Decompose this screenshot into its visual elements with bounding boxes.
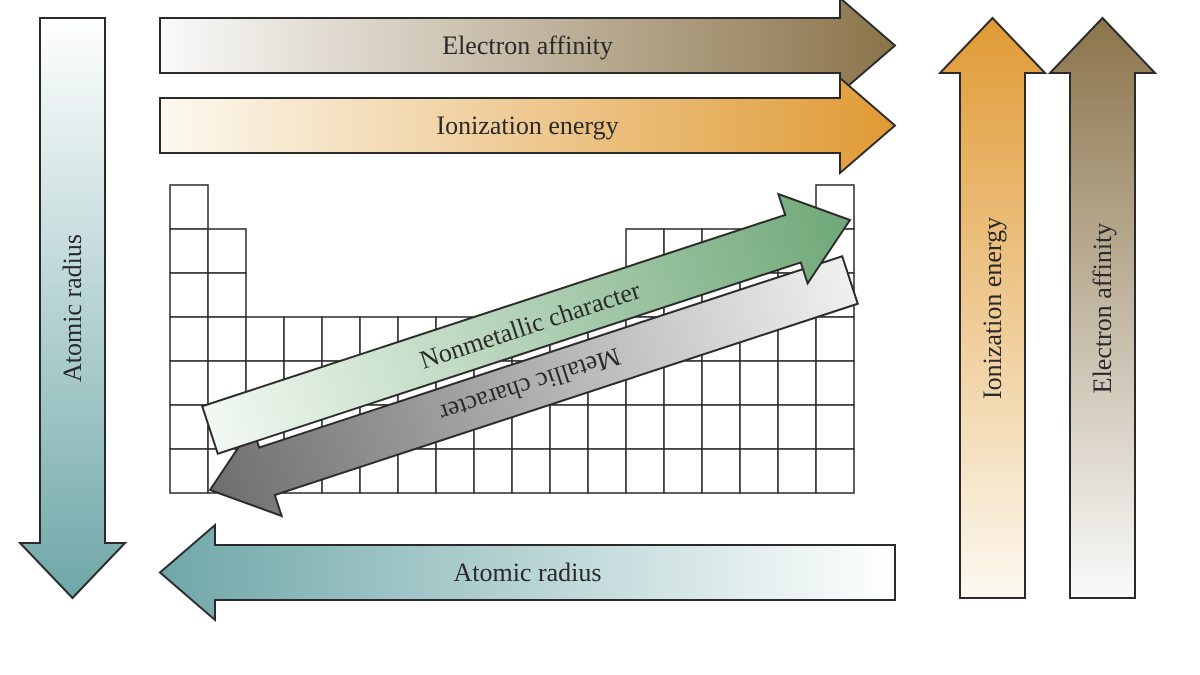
periodic-cell: [170, 449, 208, 493]
ionization-energy-right-arrow: Ionization energy: [160, 78, 895, 173]
electron-affinity-up-arrow-label: Electron affinity: [1088, 223, 1117, 394]
periodic-cell: [816, 361, 854, 405]
periodic-cell: [740, 361, 778, 405]
periodic-cell: [170, 361, 208, 405]
periodic-cell: [664, 361, 702, 405]
periodic-cell: [284, 317, 322, 361]
periodic-cell: [170, 185, 208, 229]
periodic-cell: [816, 317, 854, 361]
atomic-radius-down-arrow: Atomic radius: [20, 18, 125, 598]
periodic-cell: [778, 449, 816, 493]
periodic-cell: [208, 229, 246, 273]
periodic-cell: [208, 273, 246, 317]
periodic-cell: [436, 449, 474, 493]
periodic-cell: [816, 449, 854, 493]
electron-affinity-right-arrow-label: Electron affinity: [442, 31, 613, 60]
atomic-radius-left-arrow: Atomic radius: [160, 525, 895, 620]
periodic-cell: [702, 449, 740, 493]
periodic-cell: [740, 405, 778, 449]
electron-affinity-right-arrow: Electron affinity: [160, 0, 895, 93]
diagram-stage: Atomic radius Electron affinity Ionization…: [0, 0, 1200, 675]
atomic-radius-down-arrow-label: Atomic radius: [58, 234, 87, 382]
periodic-cell: [398, 449, 436, 493]
periodic-cell: [816, 405, 854, 449]
periodic-cell: [474, 449, 512, 493]
periodic-cell: [588, 449, 626, 493]
periodic-cell: [512, 449, 550, 493]
periodic-cell: [170, 229, 208, 273]
periodic-cell: [626, 449, 664, 493]
periodic-cell: [778, 405, 816, 449]
periodic-cell: [550, 449, 588, 493]
periodic-cell: [170, 405, 208, 449]
periodic-cell: [702, 361, 740, 405]
periodic-cell: [702, 405, 740, 449]
electron-affinity-up-arrow: Electron affinity: [1050, 18, 1155, 598]
periodic-cell: [588, 405, 626, 449]
atomic-radius-left-arrow-label: Atomic radius: [453, 558, 601, 587]
periodic-cell: [170, 273, 208, 317]
periodic-cell: [740, 449, 778, 493]
diagram-svg: Atomic radius Electron affinity Ionization…: [0, 0, 1200, 675]
periodic-cell: [664, 449, 702, 493]
ionization-energy-up-arrow-label: Ionization energy: [978, 217, 1007, 399]
periodic-cell: [778, 361, 816, 405]
periodic-cell: [664, 405, 702, 449]
ionization-energy-up-arrow: Ionization energy: [940, 18, 1045, 598]
periodic-cell: [322, 317, 360, 361]
periodic-cell: [208, 317, 246, 361]
ionization-energy-right-arrow-label: Ionization energy: [436, 111, 618, 140]
periodic-cell: [246, 317, 284, 361]
periodic-cell: [550, 405, 588, 449]
periodic-cell: [626, 405, 664, 449]
periodic-cell: [170, 317, 208, 361]
